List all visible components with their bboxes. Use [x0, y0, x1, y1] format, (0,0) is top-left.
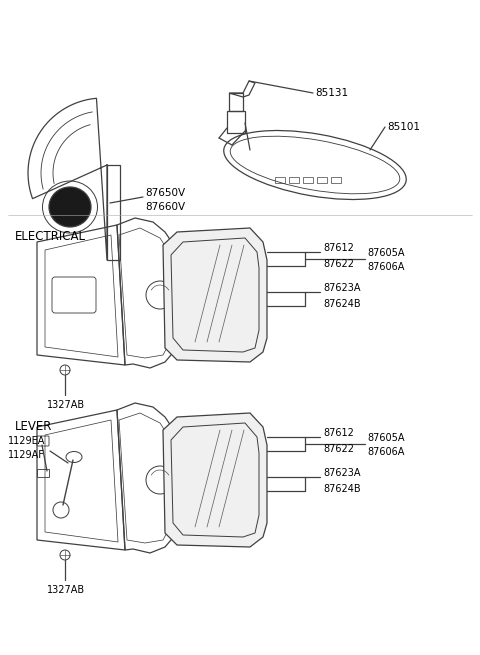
Text: 87605A: 87605A	[367, 248, 405, 258]
Text: ELECTRICAL: ELECTRICAL	[15, 231, 86, 244]
Text: 87624B: 87624B	[323, 484, 360, 494]
Bar	[331, 177, 341, 183]
Text: 87622: 87622	[323, 444, 354, 454]
Bar	[229, 93, 243, 111]
Bar	[275, 177, 285, 183]
Text: 87606A: 87606A	[367, 447, 404, 457]
Bar	[227, 111, 245, 133]
Bar	[107, 165, 120, 260]
Text: 87606A: 87606A	[367, 262, 404, 272]
Text: 87623A: 87623A	[323, 468, 360, 478]
Polygon shape	[163, 413, 267, 547]
Text: 1327AB: 1327AB	[47, 400, 85, 410]
Text: 87612: 87612	[323, 428, 354, 438]
Bar	[317, 177, 327, 183]
Text: 87622: 87622	[323, 259, 354, 269]
Text: 1129EA: 1129EA	[8, 436, 46, 446]
Text: 87605A: 87605A	[367, 433, 405, 443]
Text: 1327AB: 1327AB	[47, 585, 85, 595]
Text: 1129AF: 1129AF	[8, 450, 45, 460]
Text: 87623A: 87623A	[323, 283, 360, 293]
Text: 85101: 85101	[387, 122, 420, 132]
Bar	[303, 177, 313, 183]
Text: LEVER: LEVER	[15, 421, 52, 434]
Bar	[289, 177, 299, 183]
Text: 85131: 85131	[315, 88, 348, 98]
Ellipse shape	[49, 187, 91, 227]
Polygon shape	[163, 228, 267, 362]
Text: 87624B: 87624B	[323, 299, 360, 309]
Text: 87612: 87612	[323, 243, 354, 253]
Text: 87650V: 87650V	[145, 188, 185, 198]
Text: 87660V: 87660V	[145, 202, 185, 212]
Bar	[37, 469, 49, 477]
